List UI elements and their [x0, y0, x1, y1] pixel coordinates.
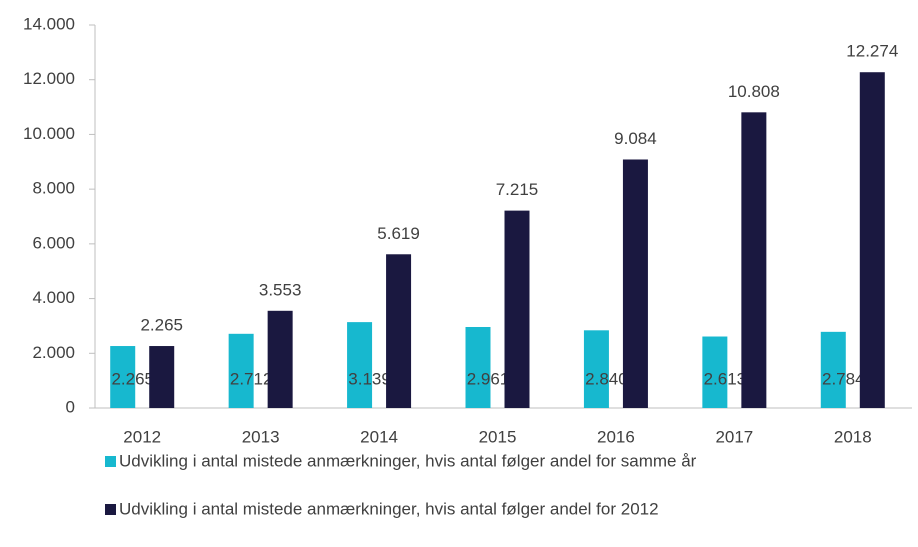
data-label: 9.084	[614, 129, 657, 148]
bar	[228, 333, 254, 408]
data-label: 2.712	[230, 369, 273, 388]
x-tick-label: 2013	[242, 427, 280, 446]
data-label: 2.613	[704, 369, 747, 388]
bar	[820, 331, 846, 408]
bar	[347, 322, 373, 408]
data-label: 10.808	[728, 82, 780, 101]
bar	[149, 346, 175, 408]
data-label: 2.961	[467, 369, 510, 388]
bar	[702, 336, 728, 408]
data-label: 3.139	[348, 369, 391, 388]
data-label: 12.274	[846, 42, 898, 61]
x-tick-label: 2016	[597, 427, 635, 446]
x-tick-label: 2014	[360, 427, 398, 446]
data-label: 3.553	[259, 280, 302, 299]
legend-swatch	[105, 504, 116, 515]
y-tick-label: 6.000	[32, 233, 75, 252]
y-tick-label: 8.000	[32, 179, 75, 198]
data-label: 2.840	[585, 369, 628, 388]
bar	[859, 72, 885, 408]
y-tick-label: 0	[66, 397, 75, 416]
data-label: 2.265	[111, 369, 154, 388]
bar	[386, 254, 412, 408]
data-label: 2.265	[140, 316, 183, 335]
y-tick-label: 2.000	[32, 343, 75, 362]
bar	[622, 159, 648, 408]
y-tick-label: 14.000	[23, 14, 75, 33]
legend-label: Udvikling i antal mistede anmærkninger, …	[119, 451, 697, 470]
x-tick-label: 2018	[834, 427, 872, 446]
bar	[583, 330, 609, 408]
bar	[465, 326, 491, 408]
y-tick-label: 10.000	[23, 124, 75, 143]
x-tick-label: 2015	[479, 427, 517, 446]
data-label: 7.215	[496, 180, 539, 199]
legend-swatch	[105, 456, 116, 467]
data-label: 5.619	[377, 224, 420, 243]
y-tick-label: 4.000	[32, 288, 75, 307]
x-tick-label: 2012	[123, 427, 161, 446]
x-tick-label: 2017	[715, 427, 753, 446]
data-label: 2.784	[822, 369, 865, 388]
y-tick-label: 12.000	[23, 69, 75, 88]
bar	[741, 112, 767, 408]
legend-label: Udvikling i antal mistede anmærkninger, …	[119, 499, 659, 518]
bar	[110, 346, 136, 408]
bar	[267, 310, 293, 408]
bar	[504, 210, 530, 408]
